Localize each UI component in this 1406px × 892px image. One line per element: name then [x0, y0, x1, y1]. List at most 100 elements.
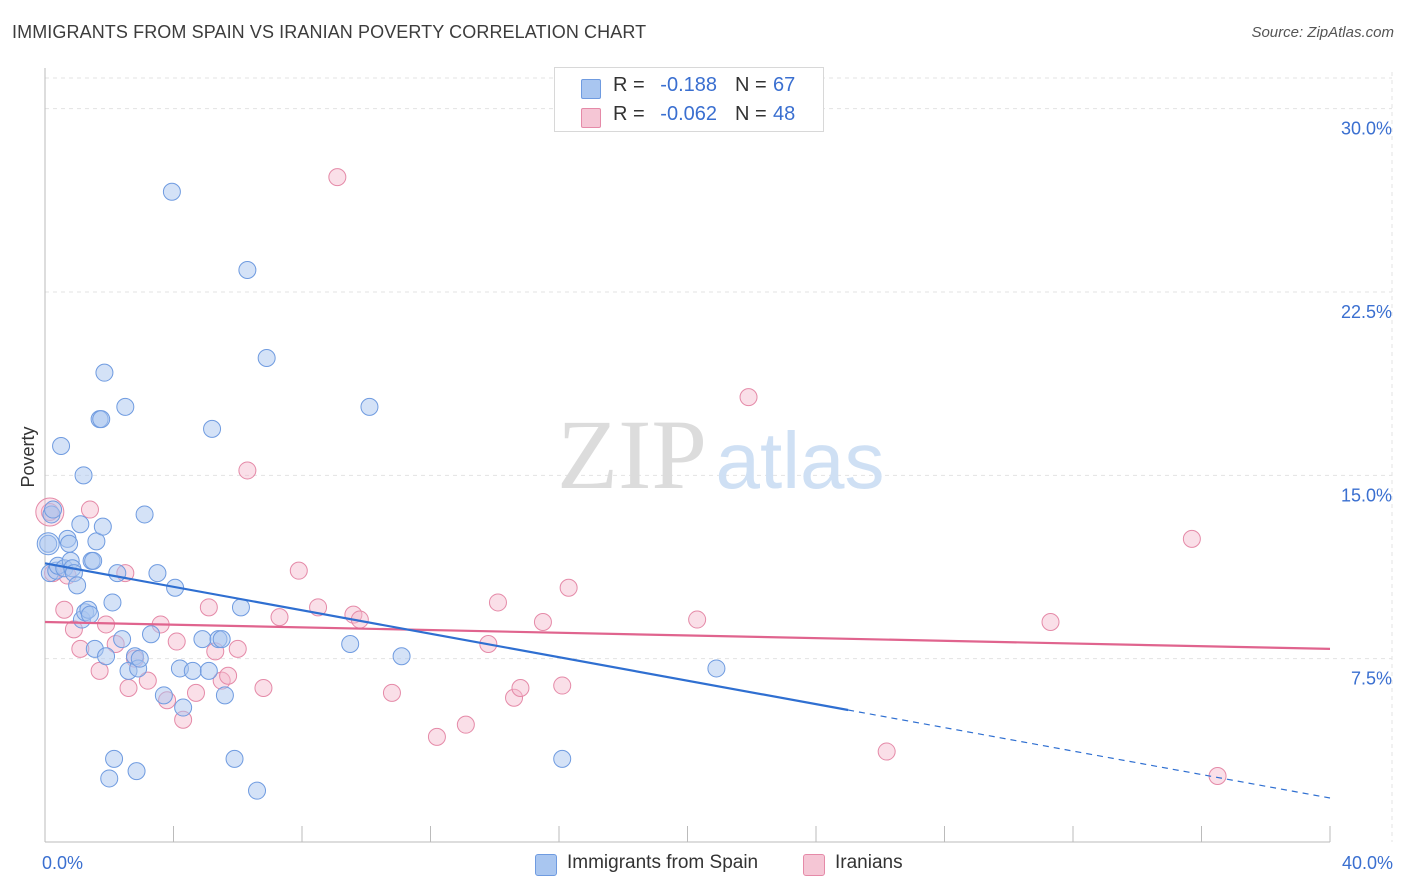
series-legend: Immigrants from Spain Iranians	[0, 852, 1406, 878]
tick-labels: 7.5% 15.0% 22.5% 30.0% 0.0% 40.0%	[42, 119, 1393, 873]
iranians-point	[186, 683, 205, 702]
spain-point	[74, 466, 93, 485]
series-label-iranians: Iranians	[835, 852, 903, 873]
iranians-point	[1182, 529, 1201, 548]
spain-point	[135, 505, 154, 524]
trend-lines	[44, 562, 1331, 799]
legend-n-label: N =	[735, 103, 767, 125]
iranians-point	[488, 593, 507, 612]
spain-point	[93, 517, 112, 536]
spain-point	[60, 534, 79, 553]
legend-n-label: N =	[735, 74, 767, 96]
watermark: ZIP atlas	[557, 399, 884, 510]
spain-point	[193, 630, 212, 649]
spain-point	[103, 593, 122, 612]
spain-point	[92, 410, 111, 429]
iranians-point	[505, 688, 524, 707]
legend-n-value: 48	[773, 103, 796, 125]
series-label-spain: Immigrants from Spain	[567, 852, 759, 873]
spain-point	[80, 605, 99, 624]
spain-point	[71, 515, 90, 534]
iranians-point	[1041, 613, 1060, 631]
iranians-point	[427, 727, 446, 746]
iranians-trend-line	[44, 620, 1331, 650]
iranians-point	[138, 671, 157, 690]
spain-point	[360, 397, 379, 416]
iranians-point	[739, 388, 758, 407]
spain-point	[199, 661, 218, 680]
spain-point	[341, 635, 360, 653]
spain-point	[392, 647, 411, 666]
legend-r-value: -0.188	[660, 74, 717, 96]
spain-point	[174, 698, 193, 717]
spain-point	[707, 659, 726, 678]
legend-swatch-iranians	[581, 108, 601, 128]
iranians-point	[55, 600, 74, 619]
spain-point	[203, 419, 222, 438]
spain-point	[44, 500, 63, 519]
iranians-point	[289, 561, 308, 580]
spain-point	[142, 625, 161, 644]
spain-point	[148, 564, 167, 583]
iranians-point	[456, 715, 475, 734]
iranians-point	[511, 679, 530, 697]
iranians-point	[228, 639, 247, 658]
y-tick-label: 30.0%	[1341, 119, 1392, 139]
iranians-point	[199, 598, 218, 617]
spain-point	[257, 349, 276, 367]
spain-trend-line	[44, 562, 849, 712]
iranians-point	[80, 500, 99, 519]
chart-title: IMMIGRANTS FROM SPAIN VS IRANIAN POVERTY…	[12, 22, 647, 42]
spain-point	[108, 564, 127, 583]
spain-point	[39, 534, 58, 553]
spain-trend-extension	[848, 709, 1331, 799]
iranians-point	[270, 608, 289, 627]
y-tick-label: 15.0%	[1341, 485, 1392, 505]
iranians-point	[559, 578, 578, 597]
spain-point	[100, 769, 119, 788]
spain-point	[105, 749, 124, 768]
spain-point	[68, 576, 87, 595]
spain-points	[36, 182, 726, 800]
legend-r-label: R =	[613, 103, 645, 125]
legend-row-iranians: R = -0.062 N = 48	[555, 100, 823, 130]
iranians-point	[877, 742, 896, 761]
legend-r-value: -0.062	[660, 103, 717, 125]
iranians-point	[328, 168, 347, 187]
grid-lines	[45, 72, 1393, 842]
iranians-point	[553, 676, 572, 695]
spain-point	[183, 661, 202, 680]
legend-r-label: R =	[613, 74, 645, 96]
spain-point	[127, 762, 146, 781]
iranians-point	[219, 666, 238, 685]
iranians-point	[119, 679, 138, 697]
spain-point	[97, 647, 116, 666]
iranians-point	[382, 683, 401, 702]
spain-point	[113, 630, 132, 649]
spain-point	[95, 363, 114, 382]
series-swatch-iranians	[803, 854, 825, 876]
iranians-point	[688, 610, 707, 629]
x-tick-label: 0.0%	[42, 853, 83, 873]
spain-point	[154, 686, 173, 705]
spain-point	[231, 598, 250, 617]
spain-point	[553, 749, 572, 768]
iranians-point	[167, 632, 186, 651]
legend-swatch-spain	[581, 79, 601, 99]
y-tick-label: 22.5%	[1341, 302, 1392, 322]
spain-point	[238, 261, 257, 279]
spain-point	[225, 749, 244, 768]
watermark-zip: ZIP	[557, 399, 707, 510]
stats-legend: R = -0.188 N = 67 R = -0.062 N = 48	[554, 67, 824, 132]
spain-point	[212, 630, 231, 649]
watermark-atlas: atlas	[716, 416, 885, 505]
iranians-point	[1208, 767, 1227, 785]
x-tick-label: 40.0%	[1342, 853, 1393, 873]
iranians-point	[238, 461, 257, 480]
spain-point	[52, 437, 71, 455]
spain-point	[215, 686, 234, 705]
source-credit: Source: ZipAtlas.com	[1251, 24, 1394, 41]
spain-point	[248, 781, 267, 800]
series-swatch-spain	[535, 854, 557, 876]
